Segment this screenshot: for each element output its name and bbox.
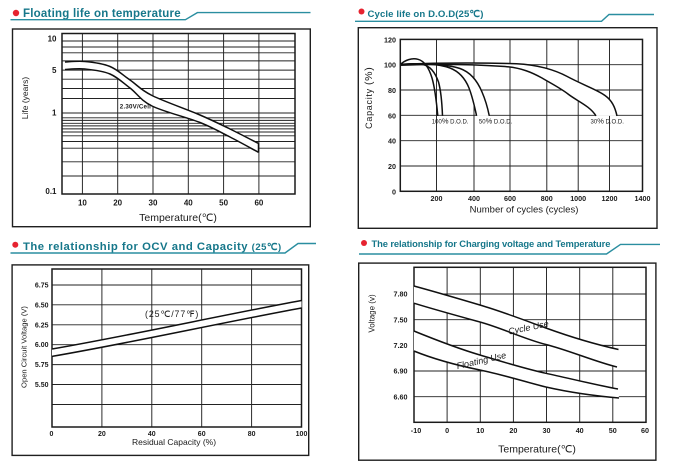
svg-text:20: 20 xyxy=(509,426,517,435)
svg-text:The relationship for OCV and: The relationship for OCV and Capacity (2… xyxy=(23,241,282,253)
svg-text:Number of cycles (cycles): Number of cycles (cycles) xyxy=(470,205,579,216)
svg-text:80: 80 xyxy=(388,86,396,95)
svg-text:Capacity (%): Capacity (%) xyxy=(363,67,375,129)
svg-text:20: 20 xyxy=(388,162,396,171)
svg-text:0.1: 0.1 xyxy=(45,187,57,196)
svg-text:7.50: 7.50 xyxy=(394,315,408,324)
svg-text:Cycle life on D.O.D(25℃): Cycle life on D.O.D(25℃) xyxy=(368,9,484,20)
svg-text:40: 40 xyxy=(148,431,156,438)
svg-text:Temperature(℃): Temperature(℃) xyxy=(498,444,576,456)
svg-text:6.90: 6.90 xyxy=(394,367,408,376)
svg-text:10: 10 xyxy=(48,35,57,44)
svg-text:Residual Capacity (%): Residual Capacity (%) xyxy=(132,437,216,447)
svg-text:(25℃/77℉): (25℃/77℉) xyxy=(145,309,199,319)
svg-text:80: 80 xyxy=(248,431,256,438)
svg-text:60: 60 xyxy=(641,426,649,435)
svg-text:7.20: 7.20 xyxy=(394,341,408,350)
svg-text:1200: 1200 xyxy=(602,194,618,203)
svg-text:7.80: 7.80 xyxy=(394,290,408,299)
svg-text:0: 0 xyxy=(50,431,54,438)
svg-text:120: 120 xyxy=(384,35,396,44)
svg-text:2.30V/Cell: 2.30V/Cell xyxy=(120,104,151,111)
svg-text:Floating life on temperature: Floating life on temperature xyxy=(23,8,181,20)
svg-text:400: 400 xyxy=(468,194,480,203)
svg-text:6.25: 6.25 xyxy=(35,322,49,329)
svg-text:6.75: 6.75 xyxy=(35,283,49,290)
svg-text:10: 10 xyxy=(476,426,484,435)
svg-text:20: 20 xyxy=(98,431,106,438)
svg-text:60: 60 xyxy=(388,111,396,120)
svg-text:100% D.O.D.: 100% D.O.D. xyxy=(432,116,469,125)
svg-text:600: 600 xyxy=(504,194,516,203)
svg-text:6.60: 6.60 xyxy=(394,392,408,401)
svg-text:Open Circuit Voltage (V): Open Circuit Voltage (V) xyxy=(20,306,29,388)
svg-text:100: 100 xyxy=(296,431,308,438)
svg-text:50: 50 xyxy=(219,199,228,208)
svg-text:40: 40 xyxy=(576,426,584,435)
svg-text:6.50: 6.50 xyxy=(35,302,49,309)
svg-text:Life (years): Life (years) xyxy=(20,77,30,120)
svg-text:0: 0 xyxy=(445,426,449,435)
svg-text:60: 60 xyxy=(254,199,263,208)
svg-text:40: 40 xyxy=(184,199,193,208)
svg-text:200: 200 xyxy=(431,194,443,203)
svg-text:The relationship for Charging: The relationship for Charging voltage an… xyxy=(372,238,611,249)
svg-text:1000: 1000 xyxy=(570,194,586,203)
svg-text:Voltage (v): Voltage (v) xyxy=(368,294,377,333)
svg-text:30% D.O.D.: 30% D.O.D. xyxy=(591,116,625,125)
svg-text:Temperature(℃): Temperature(℃) xyxy=(139,212,217,224)
svg-text:30: 30 xyxy=(149,199,158,208)
svg-text:5.50: 5.50 xyxy=(35,382,49,389)
svg-text:5: 5 xyxy=(52,66,57,75)
svg-text:6.00: 6.00 xyxy=(35,342,49,349)
svg-text:50: 50 xyxy=(609,426,617,435)
svg-text:800: 800 xyxy=(541,194,553,203)
svg-text:40: 40 xyxy=(388,137,396,146)
svg-text:5.75: 5.75 xyxy=(35,362,49,369)
svg-text:0: 0 xyxy=(392,187,396,196)
svg-text:-10: -10 xyxy=(411,426,421,435)
svg-text:50% D.O.D.: 50% D.O.D. xyxy=(479,116,513,125)
svg-text:100: 100 xyxy=(384,61,396,70)
svg-text:1400: 1400 xyxy=(635,194,651,203)
svg-text:60: 60 xyxy=(198,431,206,438)
svg-text:20: 20 xyxy=(113,199,122,208)
svg-text:10: 10 xyxy=(78,199,87,208)
svg-text:30: 30 xyxy=(543,426,551,435)
svg-text:1: 1 xyxy=(52,108,57,117)
